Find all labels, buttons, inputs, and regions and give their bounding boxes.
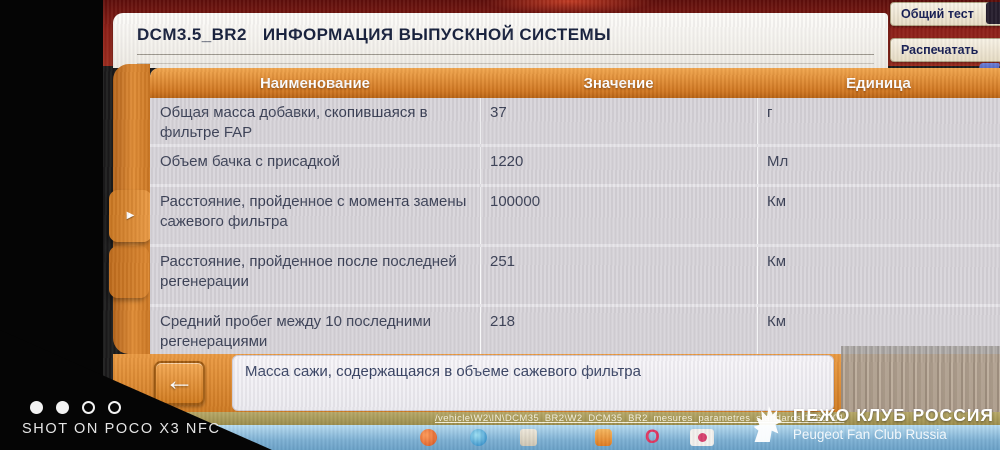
taskbar-opera-icon[interactable]: O — [645, 427, 660, 448]
column-header-unit: Единица — [846, 74, 911, 92]
parameter-description-box: Масса сажи, содержащаяся в объеме сажево… — [232, 355, 834, 411]
table-row[interactable]: Объем бачка с присадкой 1220 Мл — [150, 147, 1000, 184]
club-watermark: ПЕЖО КЛУБ РОССИЯ Peugeot Fan Club Russia — [747, 402, 994, 444]
column-header-name: Наименование — [259, 74, 371, 92]
table-row[interactable]: Общая масса добавки, скопившаяся в фильт… — [150, 98, 1000, 144]
screen-title-label: ИНФОРМАЦИЯ ВЫПУСКНОЙ СИСТЕМЫ — [262, 25, 612, 44]
footer-panel: ← Масса сажи, содержащаяся в объеме саже… — [113, 346, 1000, 412]
taskbar-app-icon[interactable] — [420, 429, 437, 446]
ecu-name-label: DCM3.5_BR2 — [137, 25, 247, 44]
screen-artifact-area — [841, 346, 1000, 412]
param-unit: г — [757, 98, 1000, 144]
param-value: 218 — [480, 307, 757, 354]
parameters-table: Наименование Значение Единица Общая масс… — [150, 68, 1000, 354]
table-row[interactable]: Расстояние, пройденное после последней р… — [150, 247, 1000, 304]
param-unit: Км — [757, 187, 1000, 244]
left-rail-fold — [109, 246, 149, 298]
param-value: 37 — [480, 98, 757, 144]
taskbar-browser-icon[interactable] — [470, 429, 487, 446]
club-subtitle-text: Peugeot Fan Club Russia — [792, 426, 947, 442]
parameter-description-text: Масса сажи, содержащаяся в объеме сажево… — [245, 363, 641, 380]
param-value: 1220 — [480, 147, 757, 184]
club-title-text: ПЕЖО КЛУБ РОССИЯ — [792, 404, 994, 425]
back-arrow-icon: ← — [164, 364, 195, 397]
general-test-button[interactable]: Общий тест — [890, 2, 1000, 26]
param-name: Расстояние, пройденное после последней р… — [160, 253, 457, 291]
param-value: 251 — [480, 247, 757, 304]
title-underline — [137, 54, 874, 55]
print-button[interactable]: Распечатать — [890, 38, 1000, 62]
taskbar-pinned-app-icon[interactable] — [690, 429, 714, 446]
column-header-value: Значение — [583, 74, 654, 92]
title-bar: DCM3.5_BR2 ИНФОРМАЦИЯ ВЫПУСКНОЙ СИСТЕМЫ — [113, 13, 888, 68]
title-underline-2 — [137, 63, 874, 64]
print-label: Распечатать — [901, 43, 979, 57]
param-unit: Мл — [757, 147, 1000, 184]
table-header-row: Наименование Значение Единица — [150, 68, 1000, 98]
back-button[interactable]: ← — [154, 361, 205, 405]
status-path-text: /vehicle\W2\IN\DCM35_BR2\W2_DCM35_BR2_me… — [435, 413, 845, 424]
param-unit: Км — [757, 247, 1000, 304]
expand-panel-button[interactable]: ▶ — [109, 190, 152, 242]
taskbar-folder-icon[interactable] — [520, 429, 537, 446]
param-name: Расстояние, пройденное с момента замены … — [160, 193, 467, 231]
taskbar-app-icon[interactable] — [595, 429, 612, 446]
peugeot-lion-logo — [753, 405, 783, 442]
param-name: Средний пробег между 10 последними реген… — [160, 313, 431, 351]
table-row[interactable]: Расстояние, пройденное с момента замены … — [150, 187, 1000, 244]
param-name: Общая масса добавки, скопившаяся в фильт… — [160, 104, 428, 142]
param-value: 100000 — [480, 187, 757, 244]
param-unit: Км — [757, 307, 1000, 354]
page-title: DCM3.5_BR2 ИНФОРМАЦИЯ ВЫПУСКНОЙ СИСТЕМЫ — [137, 25, 611, 45]
camera-indicator-dots — [30, 401, 121, 414]
param-name: Объем бачка с присадкой — [160, 153, 340, 170]
chevron-right-icon: ▶ — [126, 210, 135, 221]
camera-watermark: SHOT ON POCO X3 NFC — [22, 421, 221, 437]
diagnostic-app-window: DCM3.5_BR2 ИНФОРМАЦИЯ ВЫПУСКНОЙ СИСТЕМЫ О… — [103, 0, 1000, 450]
test-tool-icon[interactable] — [986, 2, 1000, 24]
general-test-label: Общий тест — [901, 7, 974, 21]
